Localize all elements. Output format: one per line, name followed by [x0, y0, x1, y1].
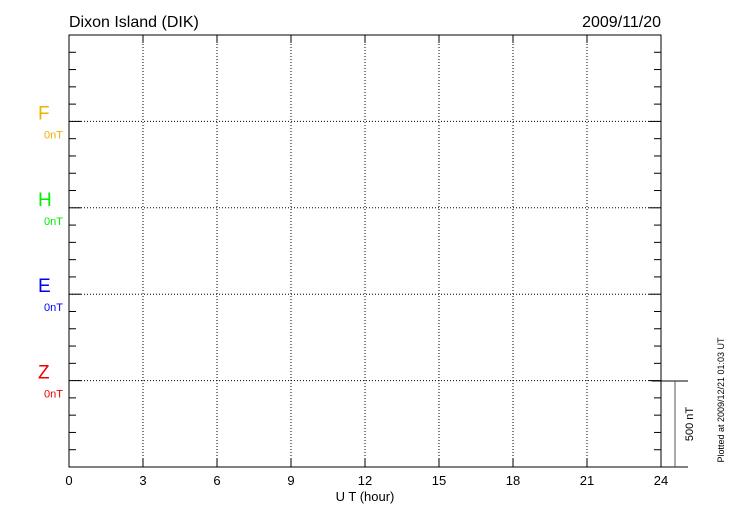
x-tick-label: 9 — [287, 473, 294, 488]
scale-bar-label: 500 nT — [684, 407, 696, 442]
x-tick-label: 24 — [654, 473, 668, 488]
x-tick-label: 21 — [580, 473, 594, 488]
series-baseline-label: 0nT — [44, 302, 63, 314]
x-tick-label: 6 — [213, 473, 220, 488]
chart-title: Dixon Island (DIK) — [69, 14, 199, 31]
chart-date: 2009/11/20 — [582, 14, 661, 31]
scale-bar — [652, 380, 688, 468]
grid — [69, 35, 661, 467]
x-tick-label: 0 — [65, 473, 72, 488]
series-name-E: E — [38, 276, 51, 297]
series-baseline-label: 0nT — [44, 216, 63, 228]
series-name-H: H — [38, 190, 52, 211]
x-tick-label: 3 — [139, 473, 146, 488]
plotted-note: Plotted at 2009/12/21 01:03 UT — [716, 337, 726, 463]
x-tick-label: 15 — [432, 473, 446, 488]
series-name-F: F — [38, 103, 50, 124]
x-tick-label: 18 — [506, 473, 520, 488]
x-tick-label: 12 — [358, 473, 372, 488]
x-axis-label: U T (hour) — [336, 489, 395, 504]
plot-frame — [68, 34, 662, 468]
series-name-Z: Z — [38, 363, 50, 384]
series-labels: F 0nT H 0nT E 0nT Z 0nT — [38, 103, 63, 400]
series-baseline-label: 0nT — [44, 129, 63, 141]
series-baseline-label: 0nT — [44, 389, 63, 401]
x-tick-labels: 0 3 6 9 12 15 18 21 24 — [65, 473, 668, 488]
